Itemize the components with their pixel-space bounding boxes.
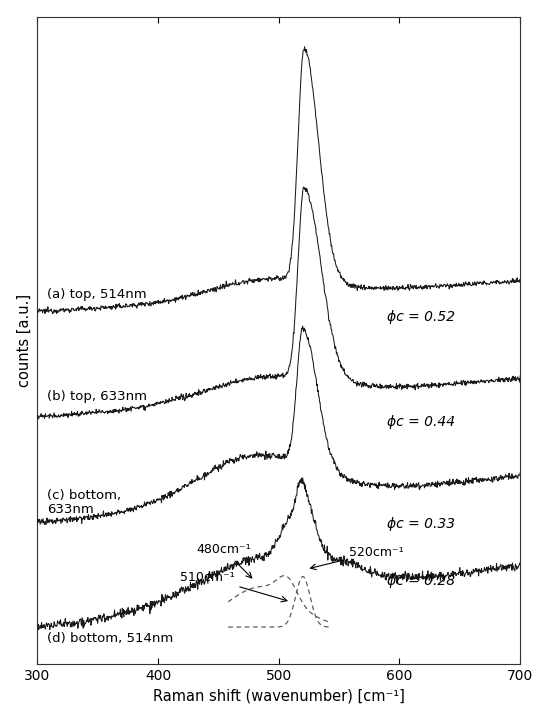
Text: (c) bottom,: (c) bottom, (47, 489, 121, 502)
Text: (d) bottom, 514nm: (d) bottom, 514nm (47, 632, 173, 645)
Text: ϕᴄ = 0.52: ϕᴄ = 0.52 (387, 310, 455, 324)
Text: (a) top, 514nm: (a) top, 514nm (47, 288, 146, 301)
Text: ϕᴄ = 0.33: ϕᴄ = 0.33 (387, 517, 455, 531)
Text: ϕᴄ = 0.28: ϕᴄ = 0.28 (387, 574, 455, 588)
Text: 510cm⁻¹: 510cm⁻¹ (180, 571, 287, 602)
Text: 480cm⁻¹: 480cm⁻¹ (196, 544, 252, 578)
Text: 633nm: 633nm (47, 503, 94, 516)
Y-axis label: counts [a.u.]: counts [a.u.] (16, 294, 32, 387)
Text: ϕᴄ = 0.44: ϕᴄ = 0.44 (387, 415, 455, 429)
Text: 520cm⁻¹: 520cm⁻¹ (310, 546, 403, 570)
X-axis label: Raman shift (wavenumber) [cm⁻¹]: Raman shift (wavenumber) [cm⁻¹] (153, 688, 405, 703)
Text: (b) top, 633nm: (b) top, 633nm (47, 390, 147, 402)
